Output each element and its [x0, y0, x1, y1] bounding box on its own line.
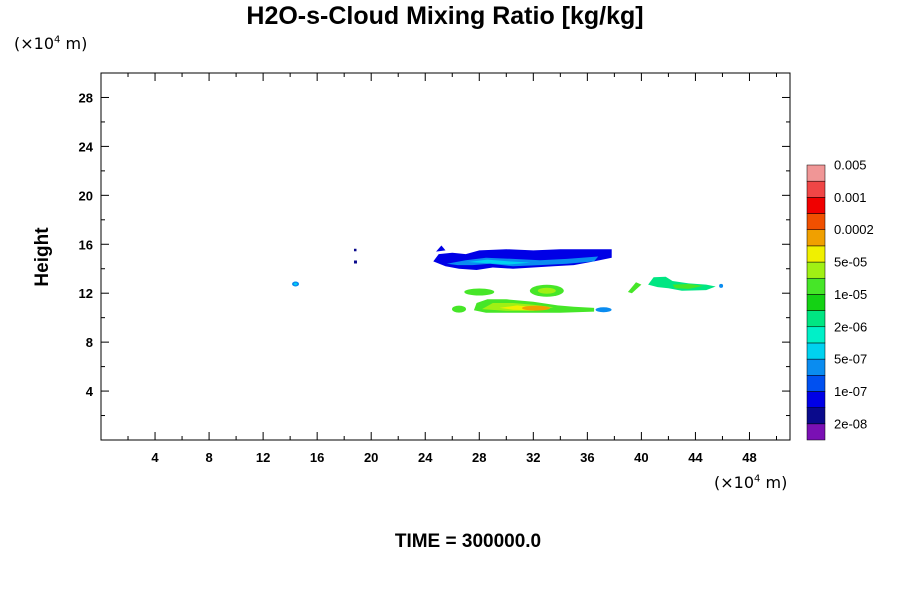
y-tick-label: 16 [79, 237, 93, 252]
time-label: TIME = 300000.0 [394, 531, 542, 552]
colorbar-label: 0.001 [834, 190, 867, 205]
colorbar-swatch [806, 261, 826, 279]
x-unit-exponent: 4 [754, 473, 761, 485]
x-tick-label: 16 [310, 450, 324, 465]
colorbar-swatch [806, 213, 826, 230]
y-tick-label: 4 [86, 384, 94, 399]
colorbar-swatch [806, 423, 826, 441]
upper-band-core [468, 259, 531, 265]
colorbar-label: 0.005 [834, 158, 867, 173]
colorbar-swatch [806, 294, 826, 311]
x-tick-label: 20 [364, 450, 378, 465]
small-cloud-14-core [293, 282, 298, 286]
plot-frame [100, 72, 791, 441]
x-tick-label: 24 [418, 450, 433, 465]
speck-19-upper [353, 248, 357, 252]
eastern-cloud-streak [627, 282, 642, 294]
colorbar-label: 2e-08 [834, 416, 867, 431]
colorbar-label: 1e-05 [834, 287, 867, 302]
cloud-28-12 [464, 288, 495, 296]
colorbar-swatch [806, 310, 826, 328]
eastern-cloud-speck [719, 283, 724, 288]
y-axis-unit: (×104 m) [14, 34, 87, 53]
colorbar-label: 0.0002 [834, 222, 874, 237]
y-unit-exponent: 4 [54, 34, 61, 46]
chart-title: H2O-s-Cloud Mixing Ratio [kg/kg] [246, 2, 644, 30]
cloud-field [292, 245, 724, 313]
eastern-cloud [648, 276, 716, 291]
y-tick-label: 8 [86, 335, 93, 350]
cloud-33-12-core [537, 287, 556, 294]
colorbar-swatch [806, 391, 826, 408]
x-tick-label: 4 [151, 450, 159, 465]
y-tick-label: 28 [79, 90, 93, 105]
colorbar-swatch [806, 164, 826, 182]
y-unit-suffix: m) [60, 34, 88, 53]
upper-band-mid [446, 256, 599, 267]
x-tick-label: 40 [634, 450, 648, 465]
x-tick-label: 44 [688, 450, 703, 465]
colorbar-swatch [806, 342, 826, 360]
x-tick-label: 12 [256, 450, 270, 465]
colorbar-swatch [806, 277, 826, 295]
lower-band-peak [522, 305, 551, 311]
colorbar-swatch [806, 245, 826, 263]
colorbar-swatch [806, 358, 826, 376]
colorbar: 2e-08 1e-07 5e-07 2e-06 1e-05 5e-05 0.0002 0.00… [806, 158, 874, 441]
lower-right-blob [595, 307, 612, 313]
colorbar-swatch [806, 326, 826, 344]
x-tick-label: 28 [472, 450, 486, 465]
y-tick-label: 12 [79, 286, 93, 301]
colorbar-swatch [806, 407, 826, 425]
colorbar-label: 5e-05 [834, 255, 867, 270]
colorbar-label: 2e-06 [834, 319, 867, 334]
colorbar-label: 5e-07 [834, 352, 867, 367]
x-tick-label: 32 [526, 450, 540, 465]
y-tick-label: 24 [79, 139, 94, 154]
y-unit-prefix: (×10 [14, 34, 55, 53]
upper-band-spike [436, 245, 446, 252]
speck-19-lower [353, 260, 357, 264]
colorbar-swatch [806, 229, 826, 247]
colorbar-swatch [806, 180, 826, 198]
colorbar-swatch [806, 375, 826, 392]
x-tick-label: 8 [205, 450, 212, 465]
eastern-cloud-core [672, 284, 704, 289]
x-unit-suffix: m) [760, 473, 788, 492]
x-tick-label: 48 [742, 450, 756, 465]
x-unit-prefix: (×10 [714, 473, 755, 492]
x-tick-label: 36 [580, 450, 594, 465]
y-tick-label: 20 [79, 188, 93, 203]
x-axis-unit: (×104 m) [714, 473, 787, 492]
lower-left-blob [452, 305, 467, 313]
colorbar-swatch [806, 197, 826, 214]
colorbar-label: 1e-07 [834, 384, 867, 399]
